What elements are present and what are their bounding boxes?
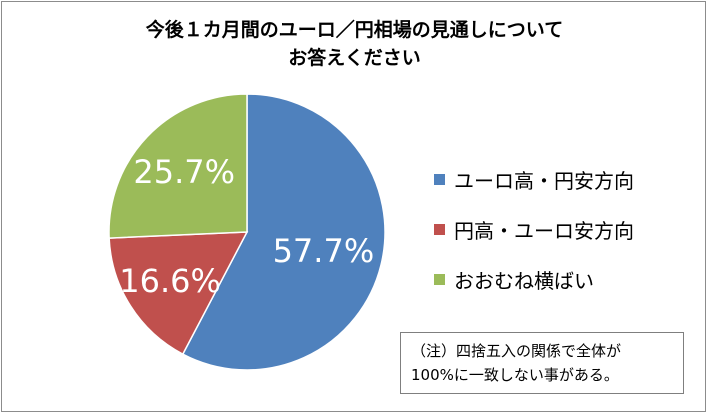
legend-label-euro-strong: ユーロ高・円安方向 xyxy=(454,168,634,193)
data-label-yen-strong: 16.6% xyxy=(119,262,221,300)
pie-slice-euro-strong xyxy=(181,93,386,371)
legend-item-euro-strong: ユーロ高・円安方向 xyxy=(434,154,634,204)
data-label-flat: 25.7% xyxy=(133,153,235,191)
note-line-1: （注）四捨五入の関係で全体が xyxy=(411,342,622,360)
legend-swatch-flat xyxy=(434,273,445,285)
pie-slice-yen-strong xyxy=(108,231,249,356)
chart-note: （注）四捨五入の関係で全体が 100%に一致しない事がある。 xyxy=(400,332,684,394)
data-label-euro-strong: 57.7% xyxy=(273,232,375,270)
chart-legend: ユーロ高・円安方向 円高・ユーロ安方向 おおむね横ばい xyxy=(434,154,634,304)
legend-item-yen-strong: 円高・ユーロ安方向 xyxy=(434,204,634,254)
chart-title: 今後１カ月間のユーロ／円相場の見通しについて お答えください xyxy=(2,16,707,72)
legend-swatch-euro-strong xyxy=(434,173,445,185)
chart-title-line-1: 今後１カ月間のユーロ／円相場の見通しについて xyxy=(145,19,564,41)
note-line-2: 100%に一致しない事がある。 xyxy=(411,366,619,384)
legend-swatch-yen-strong xyxy=(434,223,445,235)
legend-label-yen-strong: 円高・ユーロ安方向 xyxy=(454,218,634,243)
legend-label-flat: おおむね横ばい xyxy=(454,268,594,293)
chart-title-line-2: お答えください xyxy=(288,47,421,69)
legend-item-flat: おおむね横ばい xyxy=(434,254,634,304)
pie-slice-flat xyxy=(108,93,248,239)
